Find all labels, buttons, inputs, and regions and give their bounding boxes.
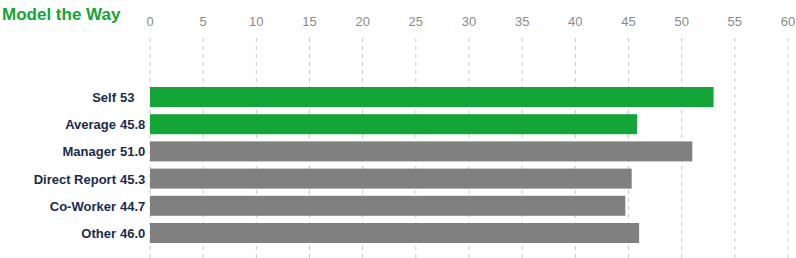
chart-container: Model the Way 0 5 10 15 20 25 30 35 40 45 50 55 60 Sel… [0,0,796,258]
title: Model the Way [2,5,121,24]
data-label: 45.3 [120,172,145,187]
tick-label: 40 [568,14,582,29]
bar [150,87,714,107]
category-label: Other [81,226,116,241]
tick-label: 55 [728,14,742,29]
category-label: Manager [63,144,116,159]
bar [150,169,632,189]
data-label: 45.8 [120,117,145,132]
category-label: Direct Report [34,172,117,187]
category-label: Self [92,90,117,105]
bars [150,87,714,243]
grid-line [788,38,789,258]
data-label: 46.0 [120,226,145,241]
tick-label: 25 [409,14,423,29]
tick-label: 0 [146,14,153,29]
bar [150,141,692,161]
chart-svg: Model the Way 0 5 10 15 20 25 30 35 40 45 50 55 60 Sel… [0,0,796,258]
tick-label: 10 [249,14,263,29]
tick-label: 15 [302,14,316,29]
data-label: 51.0 [120,144,145,159]
tick-label: 50 [674,14,688,29]
tick-label: 35 [515,14,529,29]
category-label: Co-Worker [50,199,116,214]
data-label: 53 [120,90,134,105]
tick-label: 30 [462,14,476,29]
tick-label: 60 [781,14,795,29]
grid-line [734,38,735,258]
data-label: 44.7 [120,199,145,214]
bar [150,114,637,134]
bar [150,223,639,243]
category-label: Average [65,117,116,132]
tick-label: 5 [200,14,207,29]
bar [150,196,625,216]
tick-label: 20 [355,14,369,29]
tick-label: 45 [621,14,635,29]
